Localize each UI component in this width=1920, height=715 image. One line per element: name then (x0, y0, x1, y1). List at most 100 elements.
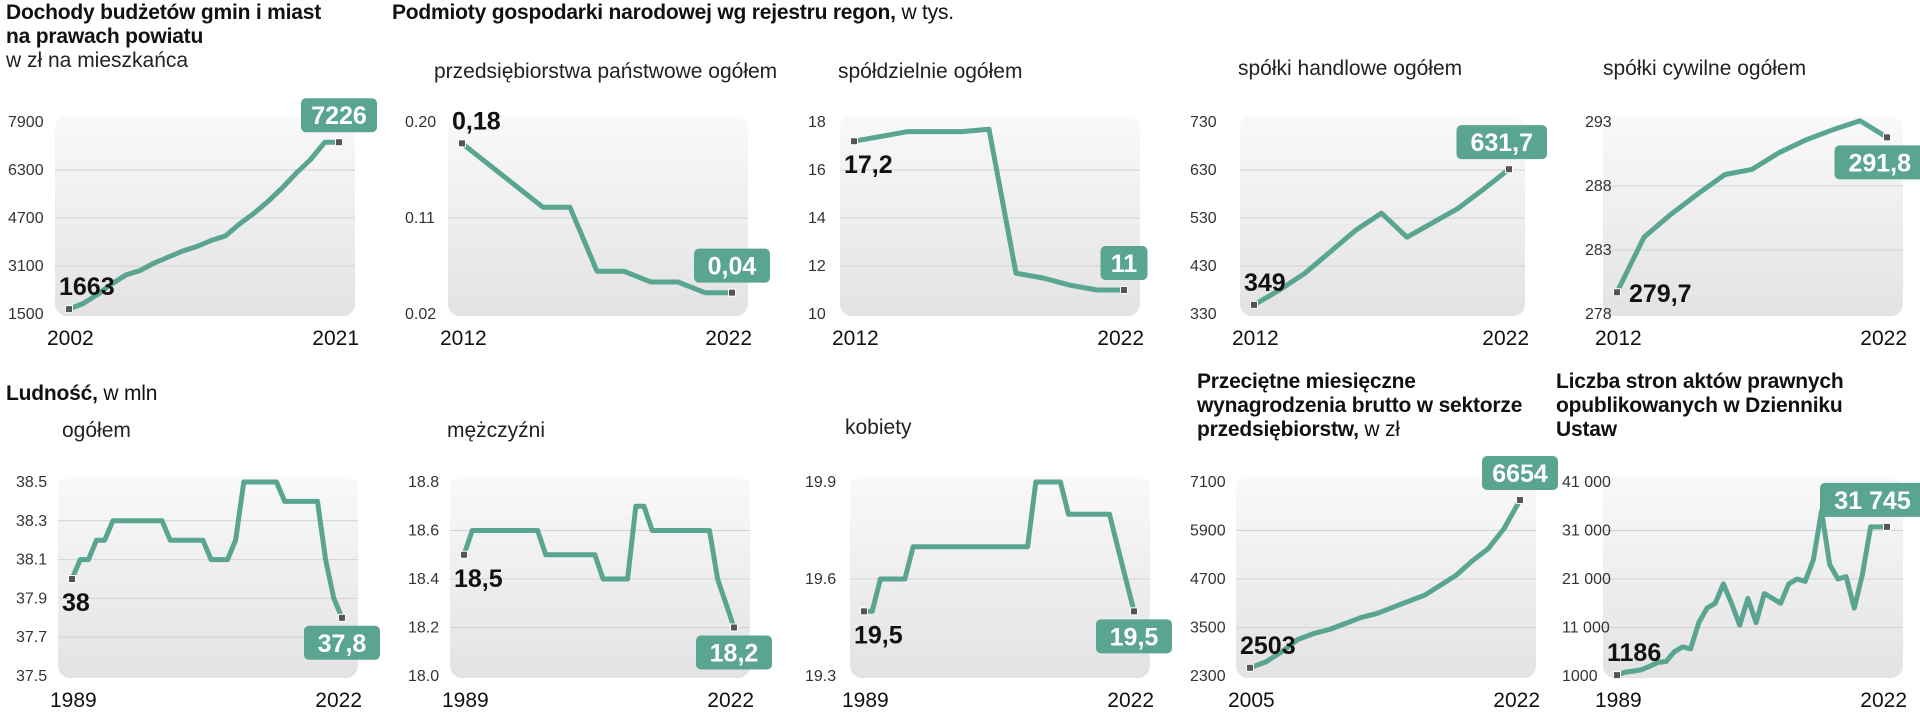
chart-panel (1603, 116, 1903, 316)
start-value-label: 17,2 (844, 151, 893, 179)
y-tick-label: 5900 (1190, 523, 1226, 540)
y-tick-label: 7100 (1190, 474, 1226, 491)
chart-pop-men: 18.8 18.6 18.4 18.2 18.0 18,5 18,2 1989 2022 (408, 474, 772, 712)
end-value-badge (696, 635, 772, 670)
end-value-badge (1834, 145, 1920, 180)
y-tick-label: 14 (808, 210, 826, 227)
chart-panel (448, 116, 748, 316)
series-line (459, 140, 735, 296)
budget-unit: w zł na mieszkańca (6, 49, 189, 72)
start-value-label: 1663 (59, 273, 115, 301)
start-value-label: 18,5 (454, 565, 503, 593)
chart-law-pages: 41 000 31 000 21 000 11 000 1000 1186 31 745 19… (1562, 474, 1920, 712)
law-pages-title-line2: opublikowanych w Dzienniku (1556, 394, 1843, 417)
law-pages-title-line1: Liczba stron aktów prawnych (1556, 370, 1844, 393)
chart-title-civil: spółki cywilne ogółem (1603, 57, 1807, 80)
chart-title-state-enterprises: przedsiębiorstwa państwowe ogółem (434, 60, 778, 83)
chart-wages: 7100 5900 4700 3500 2300 2503 6654 2005 2022 (1190, 456, 1558, 712)
start-marker (1246, 663, 1254, 672)
x-start-year: 2012 (832, 327, 879, 350)
series-line (1247, 497, 1523, 671)
end-marker (1120, 286, 1128, 294)
end-value-label: 31 745 (1834, 487, 1911, 515)
x-end-year: 2022 (1860, 327, 1907, 350)
y-tick-label: 11 000 (1562, 620, 1610, 637)
y-tick-label: 3100 (8, 258, 44, 275)
x-start-year: 1989 (842, 689, 889, 712)
y-tick-label: 530 (1190, 210, 1217, 227)
y-tick-label: 6300 (8, 162, 44, 179)
series-line (461, 503, 737, 630)
budget-header: Dochody budżetów gmin i miast na prawach… (6, 1, 321, 49)
x-end-year: 2022 (1482, 327, 1529, 350)
x-start-year: 2012 (1595, 327, 1642, 350)
start-value-label: 1186 (1607, 639, 1661, 667)
population-title: Ludność, (6, 382, 98, 405)
end-value-label: 19,5 (1110, 623, 1159, 651)
y-tick-label: 18.8 (408, 474, 439, 491)
law-pages-header: Liczba stron aktów prawnych opublikowany… (1556, 370, 1844, 442)
chart-title-cooperatives: spółdzielnie ogółem (838, 60, 1023, 83)
y-tick-label: 37.5 (16, 668, 47, 685)
y-tick-label: 1000 (1562, 668, 1598, 685)
x-start-year: 1989 (1595, 689, 1642, 712)
law-pages-title-line3: Ustaw (1556, 418, 1617, 441)
end-marker (1130, 607, 1138, 616)
wages-header: Przeciętne miesięczne wynagrodzenia brut… (1197, 370, 1522, 442)
end-value-badge (1096, 619, 1172, 654)
y-tick-label: 19.9 (805, 474, 836, 491)
end-value-label: 631,7 (1470, 129, 1533, 157)
chart-civil: 293 288 283 278 279,7 291,8 2012 2022 (1585, 114, 1920, 350)
end-value-label: 37,8 (318, 630, 367, 658)
chart-title-commercial: spółki handlowe ogółem (1238, 57, 1463, 80)
y-tick-label: 283 (1585, 242, 1612, 259)
start-value-label: 2503 (1240, 632, 1296, 660)
start-marker (68, 575, 76, 583)
y-tick-label: 0.02 (405, 306, 436, 323)
x-end-year: 2022 (707, 689, 754, 712)
series-line (69, 479, 345, 621)
series-line (1251, 166, 1512, 308)
end-marker (335, 138, 343, 147)
start-marker (860, 607, 868, 616)
chart-budget: 7900 6300 4700 3100 1500 1663 7226 2002 2021 (8, 98, 377, 350)
y-tick-label: 37.9 (16, 590, 47, 607)
y-tick-label: 2300 (1190, 668, 1226, 685)
y-tick-label: 288 (1585, 178, 1612, 195)
regon-header: Podmioty gospodarki narodowej wg rejestr… (392, 1, 954, 25)
x-start-year: 2012 (1232, 327, 1279, 350)
x-start-year: 2002 (47, 327, 94, 350)
y-tick-label: 41 000 (1562, 474, 1611, 491)
y-tick-label: 38.3 (16, 513, 47, 530)
end-value-label: 11 (1111, 250, 1138, 278)
y-tick-label: 21 000 (1562, 571, 1611, 588)
y-tick-label: 3500 (1190, 620, 1226, 637)
series-line (851, 126, 1127, 293)
y-tick-label: 7900 (8, 114, 44, 131)
series-line (1614, 508, 1890, 678)
regon-unit: w tys. (895, 1, 954, 24)
start-marker (460, 550, 468, 559)
chart-commercial: 730 630 530 430 330 349 631,7 2012 2022 (1190, 114, 1547, 350)
y-tick-label: 0.11 (405, 210, 435, 227)
y-tick-label: 330 (1190, 306, 1217, 323)
regon-title: Podmioty gospodarki narodowej wg rejestr… (392, 1, 896, 24)
y-tick-label: 10 (808, 306, 826, 323)
start-marker (458, 139, 466, 148)
y-tick-label: 18.2 (408, 620, 439, 637)
end-value-label: 7226 (311, 102, 367, 130)
wages-title-line3: przedsiębiorstw, (1197, 418, 1359, 441)
chart-panel (58, 476, 358, 678)
x-end-year: 2021 (312, 327, 359, 350)
y-tick-label: 430 (1190, 258, 1217, 275)
start-value-label: 38 (62, 589, 90, 617)
x-start-year: 1989 (442, 689, 489, 712)
start-value-label: 0,18 (452, 107, 501, 135)
x-end-year: 2022 (1493, 689, 1540, 712)
end-value-label: 291,8 (1848, 149, 1911, 177)
end-value-badge (694, 248, 770, 283)
y-tick-label: 730 (1190, 114, 1217, 131)
y-tick-label: 19.6 (805, 571, 836, 588)
end-marker (1883, 522, 1891, 531)
